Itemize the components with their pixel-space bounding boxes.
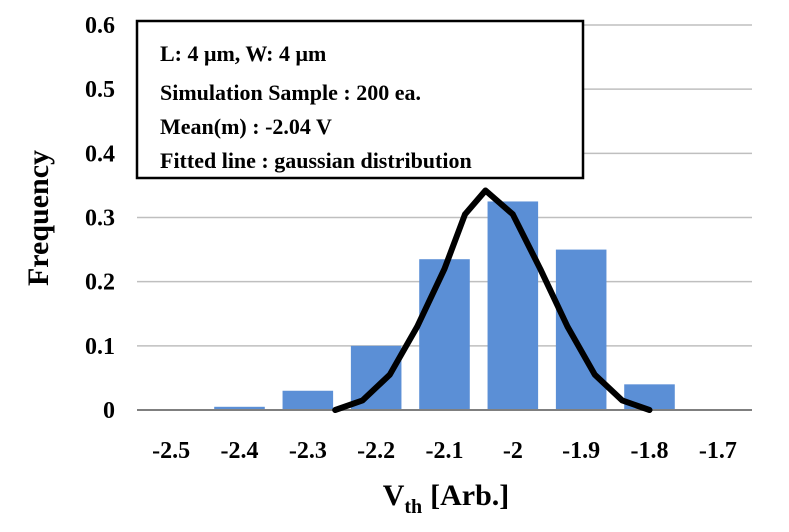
annotation-line-4: Fitted line : gaussian distribution (160, 148, 472, 173)
annotation-line-2: Simulation Sample : 200 ea. (160, 80, 421, 105)
y-tick-label: 0.4 (85, 141, 115, 167)
histogram-bar (282, 390, 334, 410)
x-tick-label: -2.5 (152, 438, 190, 464)
y-tick-labels: 0 0.1 0.2 0.3 0.4 0.5 0.6 (85, 13, 115, 424)
bars (214, 201, 675, 410)
x-tick-label: -1.9 (562, 438, 600, 464)
y-axis-label: Frequency (22, 150, 55, 286)
fitted-line (332, 187, 653, 413)
histogram-bar (555, 249, 607, 410)
y-tick-label: 0.5 (85, 77, 115, 103)
x-tick-label: -2 (503, 438, 523, 464)
histogram-bar (419, 259, 470, 410)
y-tick-label: 0.6 (85, 13, 115, 39)
histogram-bar (487, 201, 539, 410)
x-tick-label: -2.3 (289, 438, 327, 464)
y-tick-label: 0.3 (85, 206, 115, 232)
x-axis-label-subscript: th (404, 496, 422, 518)
x-tick-label: -2.1 (426, 438, 464, 464)
x-axis-label-main: V (383, 479, 405, 512)
x-axis-label-unit: [Arb.] (430, 479, 509, 512)
annotation-line-1: L: 4 μm, W: 4 μm (160, 41, 326, 66)
y-tick-label: 0.2 (85, 270, 115, 296)
x-tick-label: -1.7 (699, 438, 737, 464)
gaussian-fit-line (332, 187, 653, 413)
x-tick-label: -2.2 (357, 438, 395, 464)
x-tick-label: -2.4 (221, 438, 259, 464)
x-tick-label: -1.8 (631, 438, 669, 464)
annotation-line-3: Mean(m) : -2.04 V (160, 114, 332, 139)
y-tick-label: 0.1 (85, 334, 115, 360)
y-tick-label: 0 (103, 398, 115, 424)
histogram-bar (214, 406, 265, 410)
x-axis-label: Vth [Arb.] (383, 479, 510, 518)
x-tick-labels: -2.5 -2.4 -2.3 -2.2 -2.1 -2 -1.9 -1.8 -1.7 (152, 438, 737, 464)
annotation-box (135, 19, 585, 180)
